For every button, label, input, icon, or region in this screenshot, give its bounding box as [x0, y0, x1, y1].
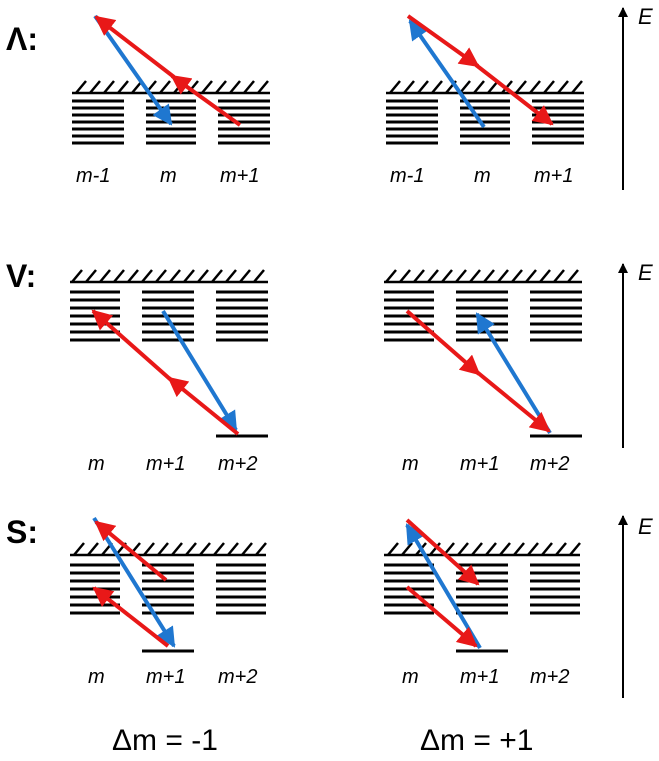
- red-arrow: [474, 63, 554, 126]
- red-arrow: [475, 370, 551, 433]
- red-arrow: [405, 585, 478, 648]
- red-arrow: [167, 376, 240, 436]
- row-lambda: Λ:: [6, 4, 653, 190]
- level-stack-m-minus-1: [72, 99, 124, 145]
- lambda-left-panel: m-1 m m+1: [72, 14, 270, 187]
- red-arrow: [405, 309, 481, 376]
- level-stack-m-plus-1: [456, 290, 508, 342]
- level-stack-m-plus-2: [530, 563, 580, 615]
- level-stack-m-plus-2: [216, 290, 268, 438]
- level-label: m-1: [390, 165, 424, 187]
- red-arrow: [405, 518, 480, 586]
- level-label: m+1: [460, 453, 499, 475]
- energy-label: E: [638, 514, 653, 539]
- s-right-panel: m m+1 m+2: [384, 518, 581, 688]
- level-label: m+2: [218, 666, 257, 688]
- level-label: m+2: [530, 453, 569, 475]
- level-label: m+1: [534, 165, 573, 187]
- level-label: m: [402, 666, 419, 688]
- row-label-lambda: Λ:: [6, 21, 38, 57]
- level-stack-m-plus-1: [142, 290, 194, 342]
- level-label: m: [402, 453, 419, 475]
- level-label: m+1: [146, 453, 185, 475]
- level-stack-m: [70, 290, 120, 342]
- level-label: m: [160, 165, 177, 187]
- red-arrow: [94, 520, 168, 582]
- row-label-s: S:: [6, 514, 38, 550]
- row-v: V:: [6, 258, 653, 475]
- column-caption-right: Δm = +1: [420, 724, 533, 757]
- level-stack-m-plus-1: [532, 99, 584, 145]
- row-s: S:: [6, 514, 653, 698]
- level-label: m: [474, 165, 491, 187]
- energy-label: E: [638, 4, 653, 29]
- level-stack-m-plus-2: [216, 563, 266, 615]
- hatch-line: [70, 269, 268, 284]
- hatch-line: [386, 80, 584, 95]
- v-right-panel: m m+1 m+2: [384, 269, 582, 475]
- red-arrow: [92, 586, 170, 648]
- level-label: m: [88, 666, 105, 688]
- level-label: m-1: [76, 165, 110, 187]
- v-left-panel: m m+1 m+2: [70, 269, 268, 475]
- lambda-right-panel: m-1 m m+1: [386, 14, 584, 187]
- level-stack-m: [460, 99, 510, 145]
- red-arrow: [91, 309, 173, 382]
- level-stack-m-plus-2: [530, 290, 582, 438]
- blue-arrow: [161, 309, 238, 432]
- red-arrow: [94, 15, 176, 79]
- hatch-line: [384, 269, 582, 284]
- hatch-line: [72, 80, 270, 95]
- level-label: m: [88, 453, 105, 475]
- hatch-line: [384, 542, 581, 557]
- level-label: m+1: [220, 165, 259, 187]
- hatch-line: [70, 542, 267, 557]
- column-caption-left: Δm = -1: [112, 724, 218, 757]
- blue-arrow: [408, 19, 486, 129]
- red-arrow: [406, 14, 480, 68]
- blue-arrow: [405, 523, 482, 650]
- s-left-panel: m m+1 m+2: [70, 516, 267, 688]
- level-stack-m-minus-1: [386, 99, 438, 145]
- level-stack-m: [384, 290, 434, 342]
- row-label-v: V:: [6, 258, 36, 294]
- red-arrow: [170, 74, 242, 127]
- level-label: m+2: [218, 453, 257, 475]
- level-stack-m-plus-1: [218, 99, 270, 145]
- level-label: m+1: [146, 666, 185, 688]
- energy-label: E: [638, 260, 653, 285]
- level-label: m+1: [460, 666, 499, 688]
- level-label: m+2: [530, 666, 569, 688]
